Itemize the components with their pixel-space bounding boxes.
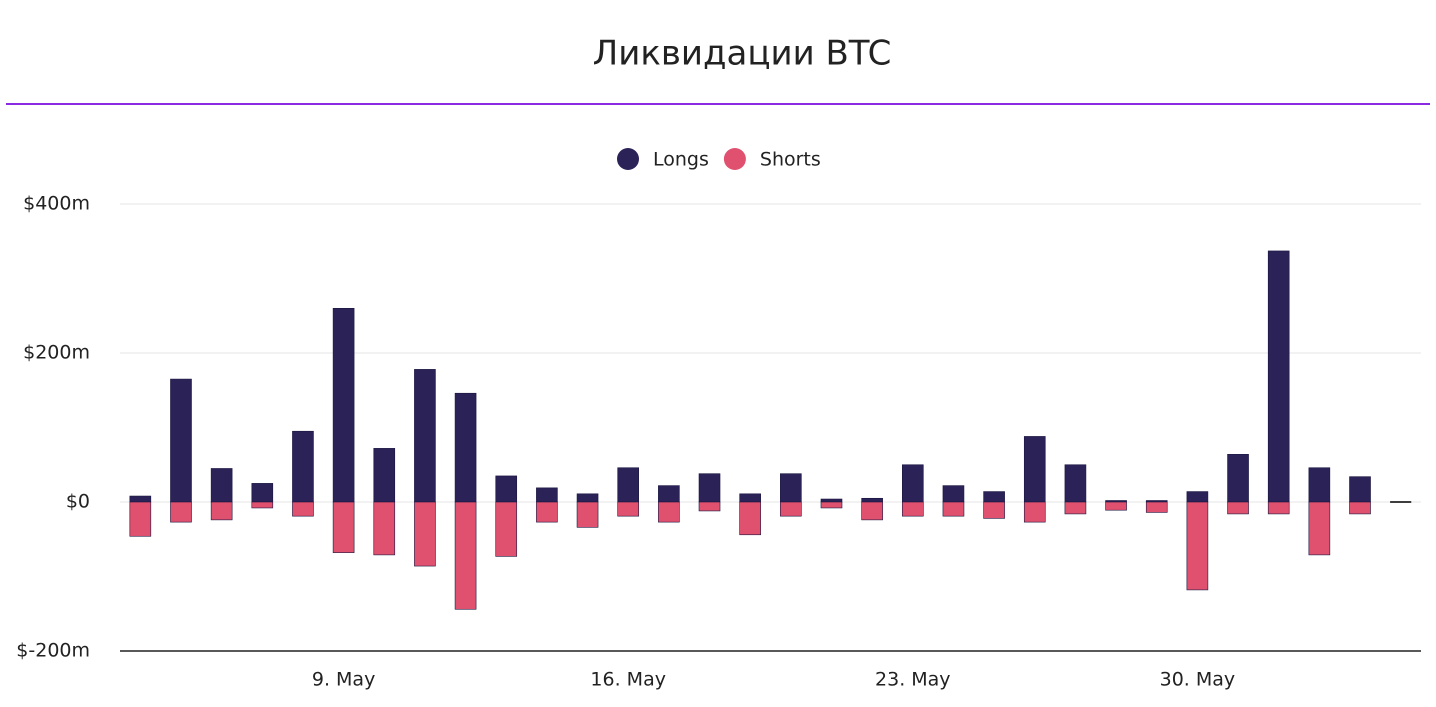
- bar: [332, 307, 355, 503]
- bar: [129, 495, 152, 503]
- bar: [658, 485, 680, 503]
- chart-title: Ликвидации BTC: [593, 34, 892, 74]
- bar: [1145, 501, 1168, 513]
- bar: [1227, 454, 1249, 503]
- bar: [210, 501, 233, 521]
- bar: [820, 498, 843, 503]
- bar: [942, 485, 965, 503]
- x-tick-label: 30. May: [1160, 669, 1236, 691]
- bar: [658, 501, 680, 523]
- bar: [1064, 501, 1087, 515]
- bar: [1227, 501, 1249, 515]
- bar: [454, 392, 477, 503]
- bar: [170, 501, 192, 523]
- bar: [901, 464, 924, 503]
- bar: [1023, 436, 1046, 503]
- bar: [780, 501, 802, 517]
- bar: [983, 501, 1005, 519]
- y-tick-label: $-200m: [16, 640, 90, 662]
- x-tick-label: 9. May: [312, 669, 375, 691]
- y-tick-label: $400m: [23, 193, 90, 215]
- bar: [1267, 501, 1290, 515]
- bar: [861, 497, 883, 503]
- bar: [901, 501, 924, 517]
- bar: [1308, 501, 1331, 556]
- legend-label: Longs: [653, 149, 709, 171]
- bar: [1186, 491, 1209, 503]
- bar: [414, 501, 436, 567]
- bar: [698, 473, 721, 503]
- bar: [210, 468, 233, 503]
- bar: [414, 369, 436, 503]
- bar: [576, 501, 599, 528]
- bar: [1064, 464, 1087, 503]
- y-tick-label: $0: [66, 491, 90, 513]
- bar: [1023, 501, 1046, 523]
- x-tick-label: 16. May: [590, 669, 666, 691]
- bar: [170, 378, 192, 503]
- bar: [251, 483, 274, 503]
- bar: [1105, 501, 1127, 511]
- x-tick-label: 23. May: [875, 669, 951, 691]
- bar: [292, 501, 314, 517]
- bar: [617, 501, 640, 517]
- bar: [861, 501, 883, 521]
- bar: [332, 501, 355, 553]
- bar: [617, 467, 640, 503]
- bar: [1349, 501, 1371, 515]
- bar: [536, 501, 558, 523]
- bar: [983, 491, 1005, 503]
- bar: [129, 501, 152, 537]
- bar: [576, 493, 599, 503]
- bar: [454, 501, 477, 610]
- bar: [373, 448, 396, 503]
- legend-swatch: [617, 148, 639, 170]
- bar: [1308, 467, 1331, 503]
- legend-swatch: [723, 148, 746, 170]
- bar: [1349, 476, 1371, 503]
- bar: [820, 501, 843, 509]
- legend-label: Shorts: [760, 149, 821, 171]
- bar: [698, 501, 721, 512]
- bar: [495, 475, 518, 503]
- bar: [495, 501, 518, 557]
- bar: [739, 501, 761, 536]
- bar: [373, 501, 396, 556]
- bar: [251, 501, 274, 509]
- bar: [780, 473, 802, 503]
- bar: [739, 493, 761, 503]
- bar: [1267, 250, 1290, 503]
- bar: [292, 430, 314, 503]
- bar: [942, 501, 965, 517]
- y-tick-label: $200m: [23, 342, 90, 364]
- bar: [536, 487, 558, 503]
- bar: [1186, 501, 1209, 591]
